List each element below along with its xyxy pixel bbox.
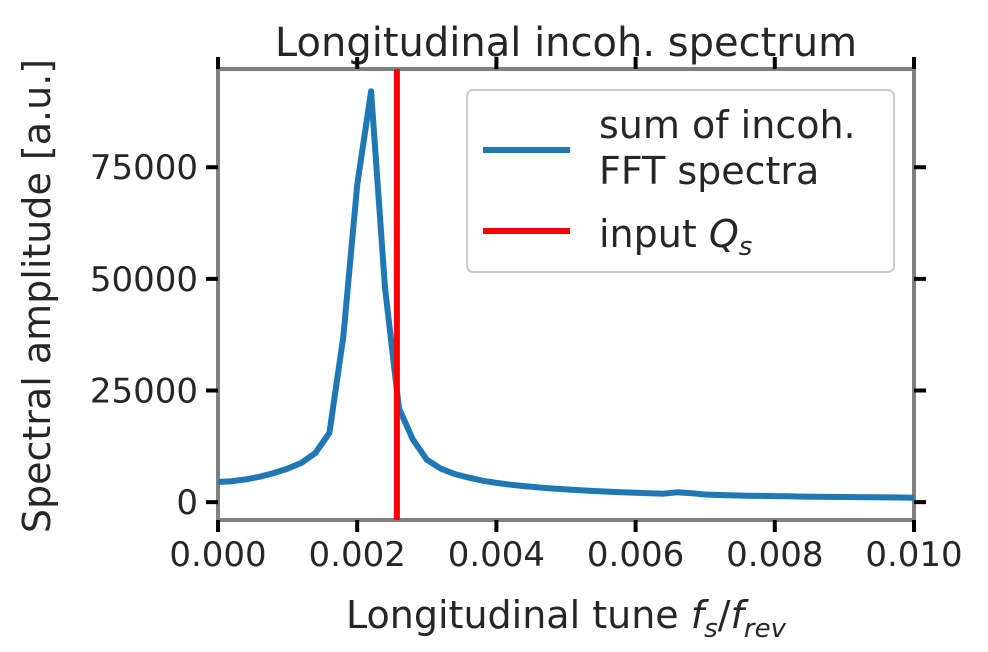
- x-axis-label-slash: /: [718, 593, 731, 637]
- legend: sum of incoh. FFT spectra input Qs: [466, 89, 895, 273]
- legend-box: [466, 89, 895, 273]
- x-tick-label: 0.006: [587, 535, 684, 575]
- legend-label-fft-line1: sum of incoh.: [599, 103, 856, 147]
- fft-spectrum-line: [218, 88, 914, 501]
- x-axis-label-sub-rev: rev: [744, 614, 787, 644]
- legend-label-qs-text: input: [599, 212, 709, 256]
- y-tick-label: 75000: [90, 148, 198, 188]
- y-tick-label: 0: [176, 483, 198, 523]
- chart-title: Longitudinal incoh. spectrum: [275, 20, 857, 66]
- legend-label-qs-math: Q: [709, 212, 739, 256]
- y-tick-label: 50000: [90, 260, 198, 300]
- y-tick-label: 25000: [90, 372, 198, 412]
- x-axis-label-main: Longitudinal tune: [346, 593, 691, 637]
- x-tick-label: 0.008: [726, 535, 823, 575]
- x-tick-label: 0.004: [448, 535, 545, 575]
- axis-tick-labels: 0.000 0.002 0.004 0.006 0.008 0.010 0 25000 5000…: [90, 148, 963, 575]
- legend-label-qs-sub: s: [739, 232, 753, 262]
- x-axis-label-sub-s: s: [704, 614, 718, 644]
- x-tick-label: 0.010: [865, 535, 962, 575]
- legend-label-qs: input Qs: [599, 212, 752, 262]
- x-axis-label: Longitudinal tune fs/frev: [346, 593, 787, 644]
- series-layer: [218, 69, 914, 520]
- axis-ticks: [206, 57, 926, 532]
- legend-label-fft-line2: FFT spectra: [599, 149, 819, 193]
- x-tick-label: 0.000: [169, 535, 266, 575]
- y-axis-label: Spectral amplitude [a.u.]: [15, 59, 59, 533]
- x-tick-label: 0.002: [309, 535, 406, 575]
